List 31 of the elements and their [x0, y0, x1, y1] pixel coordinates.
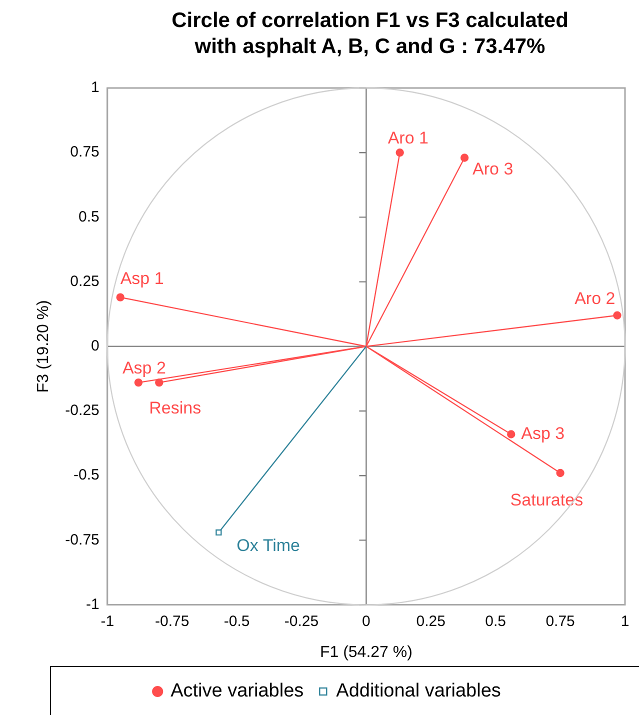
y-tick-label: -0.75	[65, 531, 100, 548]
x-tick-label: 0.25	[416, 612, 446, 630]
x-tick-label: -0.5	[224, 612, 250, 630]
annotation: Resins	[149, 398, 202, 418]
legend-label: Active variables	[170, 680, 304, 702]
y-tick-label: 0.75	[70, 144, 100, 161]
x-axis-title: F1 (54.27 %)	[320, 644, 412, 661]
annotation: Ox Time	[236, 536, 300, 556]
annotation: Asp 3	[521, 424, 565, 443]
annotation: Asp 2	[122, 358, 166, 378]
y-tick-label: -1	[86, 596, 100, 613]
y-tick-label: -0.25	[65, 402, 100, 420]
y-tick-label: -0.5	[74, 466, 100, 484]
y-tick-label: 1	[91, 79, 100, 96]
annotation: Saturates	[510, 490, 584, 510]
annotation: Asp 1	[120, 268, 164, 288]
x-tick-label: -0.75	[154, 612, 190, 630]
x-tick-label: -0.25	[284, 612, 319, 630]
x-tick-label: 0	[362, 612, 370, 630]
x-tick-label: 0.5	[485, 612, 506, 630]
annotation: Aro 1	[388, 128, 428, 148]
y-tick-label: 0.5	[78, 208, 100, 226]
annotation: Aro 3	[472, 159, 514, 178]
x-tick-label: 0.75	[546, 612, 575, 630]
chart-title: Circle of correlation F1 vs F3 calculated with asphalt A, B, C and G : 73.47%	[170, 8, 570, 60]
legend-label: Additional variables	[336, 680, 501, 702]
y-tick-label: 0	[91, 338, 100, 355]
y-tick-label: 0.25	[70, 272, 100, 290]
annotation: Aro 2	[574, 289, 616, 308]
x-tick-label: 1	[620, 612, 630, 630]
y-axis-title: F3 (19.20 %)	[35, 300, 52, 393]
